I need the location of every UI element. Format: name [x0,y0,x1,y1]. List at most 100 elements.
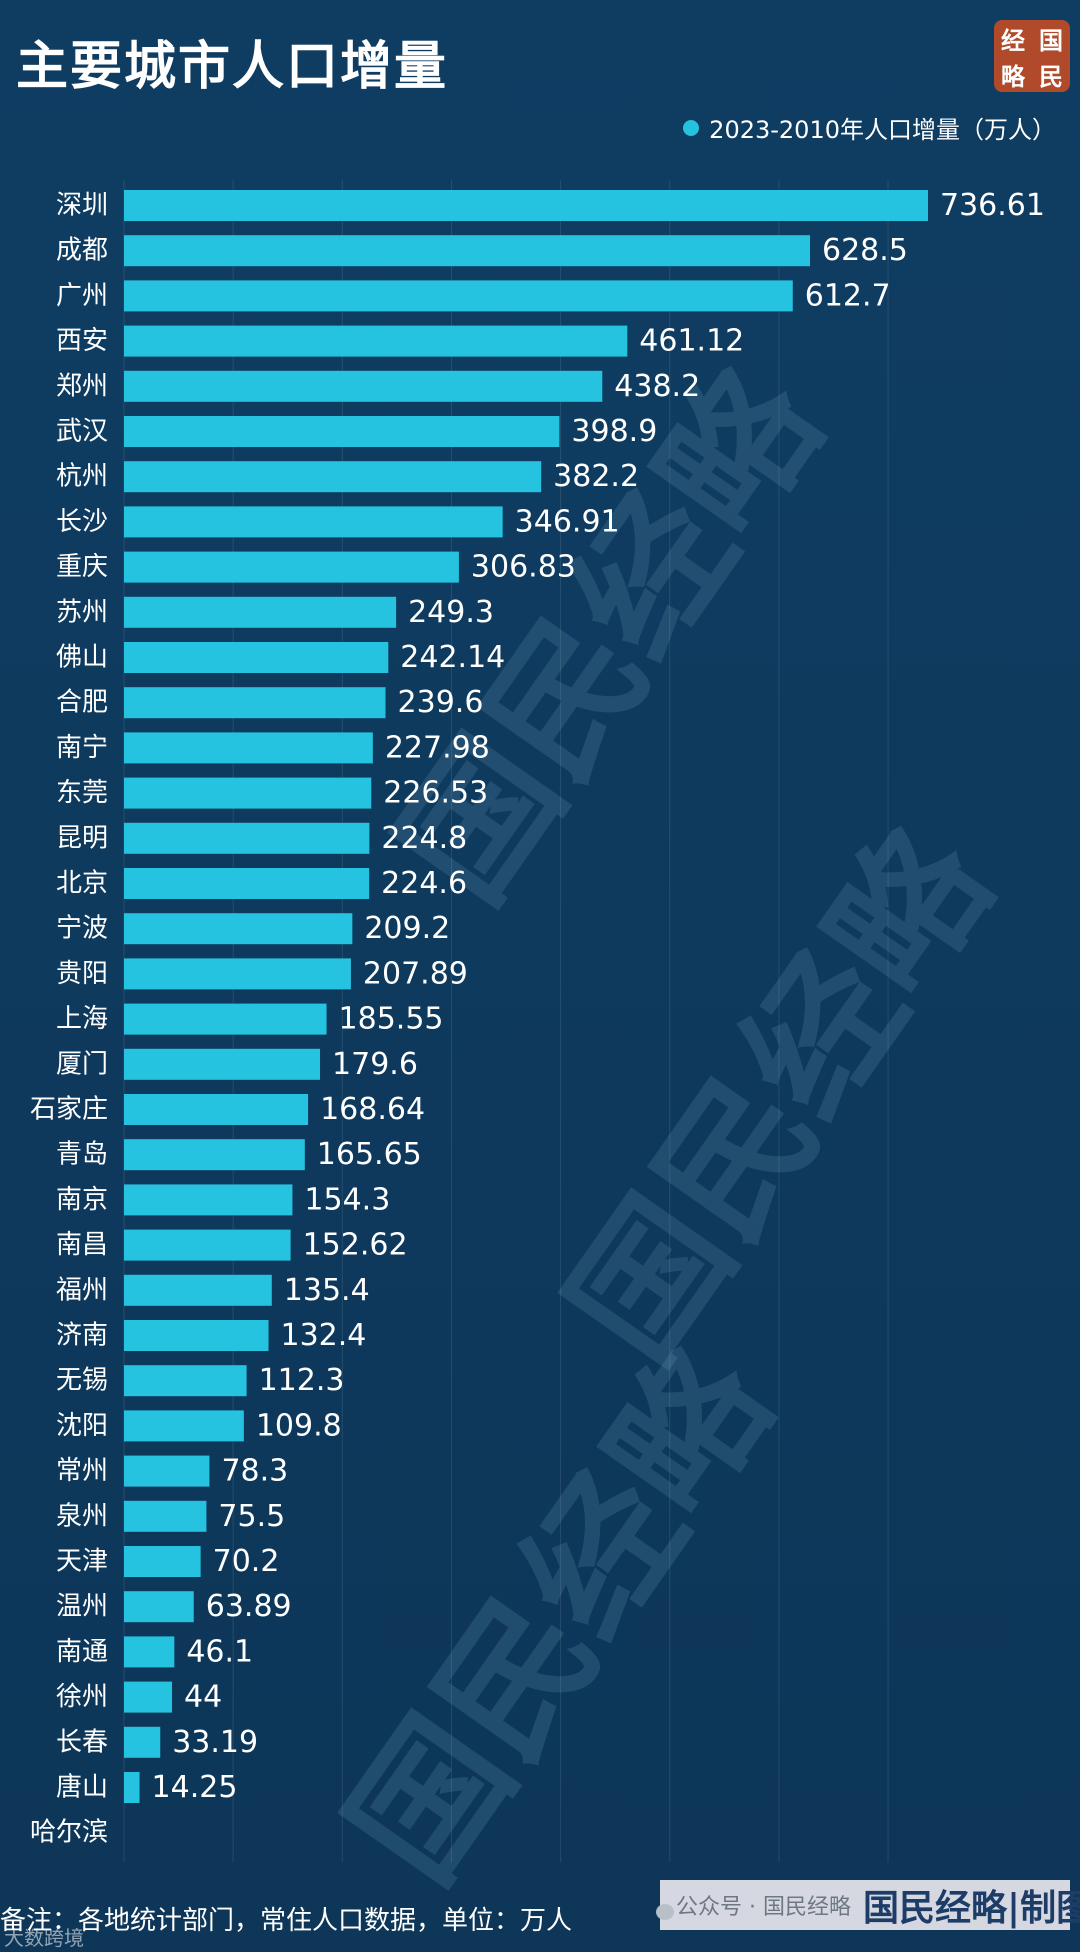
category-label: 上海 [56,1004,108,1034]
category-label: 温州 [56,1592,108,1622]
bar [124,1591,194,1623]
bar [124,1229,291,1261]
value-label: 185.55 [339,1002,444,1037]
value-label: 152.62 [303,1228,408,1263]
bar [124,732,373,764]
bar [124,506,503,538]
category-label: 济南 [56,1321,108,1351]
brand-logo: 经 国 略 民 [994,20,1070,92]
bar [124,1500,207,1532]
value-label: 226.53 [383,776,488,811]
value-label: 33.19 [172,1725,258,1760]
value-label: 382.2 [553,459,639,494]
category-label: 成都 [56,236,108,266]
value-label: 44 [184,1680,222,1715]
value-label: 736.61 [940,188,1045,223]
value-label: 135.4 [284,1273,370,1308]
category-label: 南通 [56,1637,108,1667]
category-label: 石家庄 [30,1095,108,1125]
footnote: 备注：各地统计部门，常住人口数据，单位：万人 [0,1906,573,1936]
bar [124,551,459,583]
category-label: 沈阳 [56,1411,108,1441]
credit-bar: 公众号 · 国民经略 国民经略|制图 [656,1880,1080,1930]
value-label: 168.64 [320,1092,425,1127]
category-label: 合肥 [56,688,108,718]
bar [124,1636,175,1668]
category-label: 长春 [56,1727,108,1757]
category-label: 宁波 [56,914,108,944]
value-label: 154.3 [304,1182,390,1217]
logo-char: 民 [1039,61,1063,91]
logo-char: 略 [1001,61,1025,91]
value-label: 306.83 [471,550,576,585]
bar [124,416,560,447]
bar [124,1455,210,1487]
bar [124,461,542,493]
bar [124,958,351,990]
category-label: 杭州 [56,462,108,492]
category-label: 北京 [56,869,108,899]
logo-char: 国 [1039,25,1063,55]
category-label: 武汉 [56,417,108,447]
value-label: 628.5 [822,233,908,268]
category-label: 南昌 [56,1230,108,1260]
value-label: 132.4 [281,1318,367,1353]
value-label: 63.89 [206,1589,292,1624]
value-label: 239.6 [398,685,484,720]
value-label: 209.2 [364,911,450,946]
value-label: 398.9 [571,414,657,449]
category-label: 郑州 [56,371,108,401]
category-label: 东莞 [56,778,108,808]
value-label: 112.3 [259,1363,345,1398]
bar [124,1726,161,1758]
value-label: 461.12 [639,324,744,359]
category-label: 南京 [56,1185,108,1215]
bar [124,235,810,267]
value-label: 14.25 [152,1770,238,1805]
category-label: 天津 [56,1547,108,1577]
value-label: 75.5 [218,1499,285,1534]
bar [124,1048,321,1080]
credit-signature: 国民经略|制图 [862,1887,1080,1929]
category-label: 苏州 [56,597,108,627]
category-label: 昆明 [56,823,108,853]
bar [124,190,928,221]
value-label: 242.14 [400,640,505,675]
value-label: 224.8 [381,821,467,856]
category-label: 唐山 [56,1773,108,1803]
category-label: 深圳 [56,191,108,221]
bar [124,1681,173,1713]
corner-watermark: 大数跨境 [4,1926,84,1950]
bar [124,913,353,945]
category-label: 常州 [56,1456,108,1486]
value-label: 70.2 [213,1544,280,1579]
category-label: 无锡 [56,1366,108,1396]
bar [124,596,397,628]
value-label: 612.7 [805,278,891,313]
value-label: 227.98 [385,730,490,765]
category-label: 重庆 [56,552,108,582]
value-label: 438.2 [614,369,700,404]
category-label: 青岛 [56,1140,108,1170]
value-label: 109.8 [256,1408,342,1443]
category-label: 徐州 [56,1682,108,1712]
bar-chart: 深圳 736.61 成都 628.5 广州 612.7 西安 461.12 郑州 438.2 武汉 3… [30,180,1045,1863]
value-label: 179.6 [332,1047,418,1082]
bar [124,370,603,402]
value-label: 46.1 [186,1634,253,1669]
bar [124,868,370,899]
category-label: 厦门 [56,1049,108,1079]
category-label: 佛山 [56,643,108,673]
bar [124,687,386,719]
chart-title: 主要城市人口增量 [16,37,449,97]
category-label: 南宁 [56,733,108,763]
category-label: 泉州 [56,1501,108,1531]
bar [124,1003,327,1035]
chart-legend: 2023-2010年人口增量（万人） [683,110,1056,145]
bar [124,1320,269,1351]
bar [124,1546,201,1577]
bar [124,325,628,357]
bar [124,1410,244,1442]
value-label: 249.3 [408,595,494,630]
